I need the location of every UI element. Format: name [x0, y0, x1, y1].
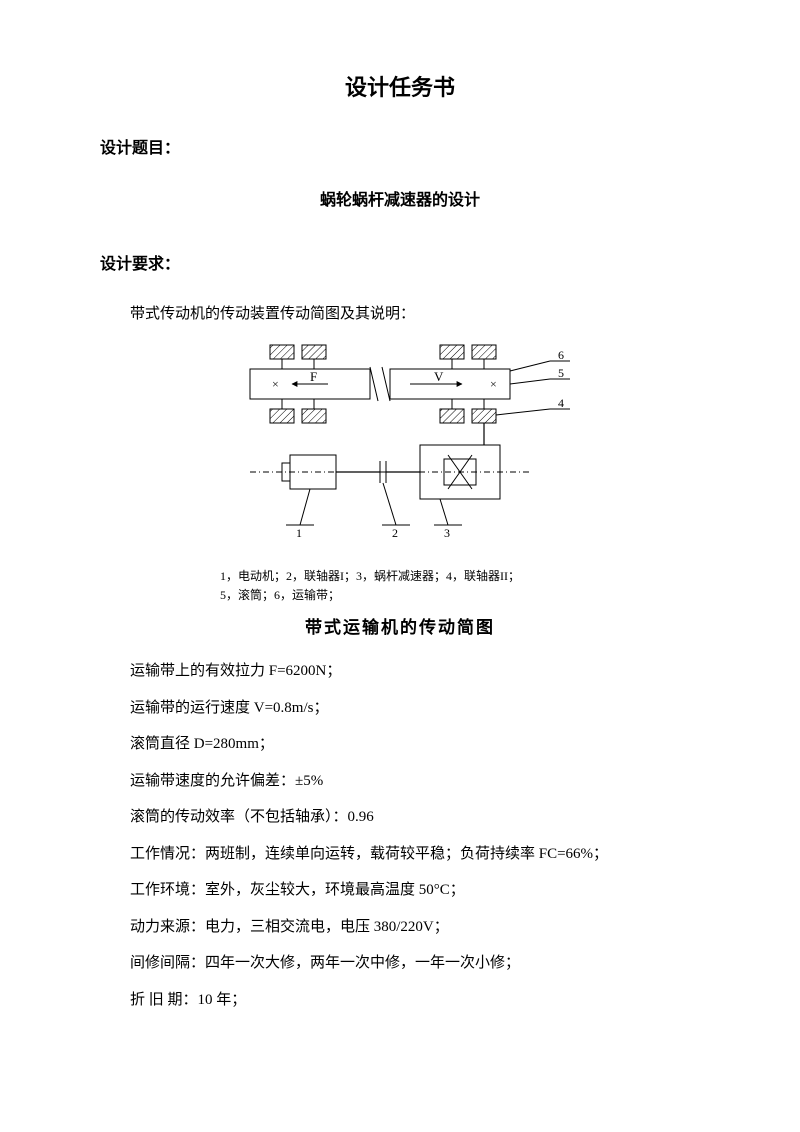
spec-line: 动力来源：电力，三相交流电，电压 380/220V；	[100, 916, 700, 939]
legend-line-1: 1，电动机；2，联轴器I；3，蜗杆减速器；4，联轴器II；	[220, 567, 580, 586]
specs-list: 运输带上的有效拉力 F=6200N； 运输带的运行速度 V=0.8m/s； 滚筒直径…	[100, 660, 700, 1011]
spec-line: 工作环境：室外，灰尘较大，环境最高温度 50°C；	[100, 879, 700, 902]
callout-1: 1	[296, 526, 302, 540]
velocity-label: V	[434, 369, 444, 384]
diagram-caption: 带式运输机的传动简图	[100, 613, 700, 638]
callout-6: 6	[558, 348, 564, 362]
requirements-heading: 设计要求：	[100, 250, 700, 274]
cross-mark: ×	[490, 377, 497, 391]
spec-line: 滚筒的传动效率（不包括轴承）：0.96	[100, 806, 700, 829]
spec-line: 运输带的运行速度 V=0.8m/s；	[100, 697, 700, 720]
subtitle: 蜗轮蜗杆减速器的设计	[100, 186, 700, 210]
transmission-diagram: × × F V 6 5 4	[210, 337, 590, 557]
spec-line: 运输带上的有效拉力 F=6200N；	[100, 660, 700, 683]
topic-heading: 设计题目：	[100, 134, 700, 158]
spec-line: 运输带速度的允许偏差：±5%	[100, 770, 700, 793]
legend-line-2: 5，滚筒；6，运输带；	[220, 586, 580, 605]
callout-5: 5	[558, 366, 564, 380]
callout-3: 3	[444, 526, 450, 540]
intro-text: 带式传动机的传动装置传动简图及其说明：	[100, 302, 700, 323]
spec-line: 工作情况：两班制，连续单向运转，载荷较平稳；负荷持续率 FC=66%；	[100, 843, 700, 866]
callout-4: 4	[558, 396, 564, 410]
spec-line: 间修间隔：四年一次大修，两年一次中修，一年一次小修；	[100, 952, 700, 975]
force-label: F	[310, 369, 317, 384]
spec-line: 滚筒直径 D=280mm；	[100, 733, 700, 756]
diagram-legend: 1，电动机；2，联轴器I；3，蜗杆减速器；4，联轴器II； 5，滚筒；6，运输带…	[220, 567, 580, 605]
spec-line: 折 旧 期：10 年；	[100, 989, 700, 1012]
diagram-container: × × F V 6 5 4	[100, 337, 700, 638]
callout-2: 2	[392, 526, 398, 540]
page-title: 设计任务书	[100, 70, 700, 102]
cross-mark: ×	[272, 377, 279, 391]
